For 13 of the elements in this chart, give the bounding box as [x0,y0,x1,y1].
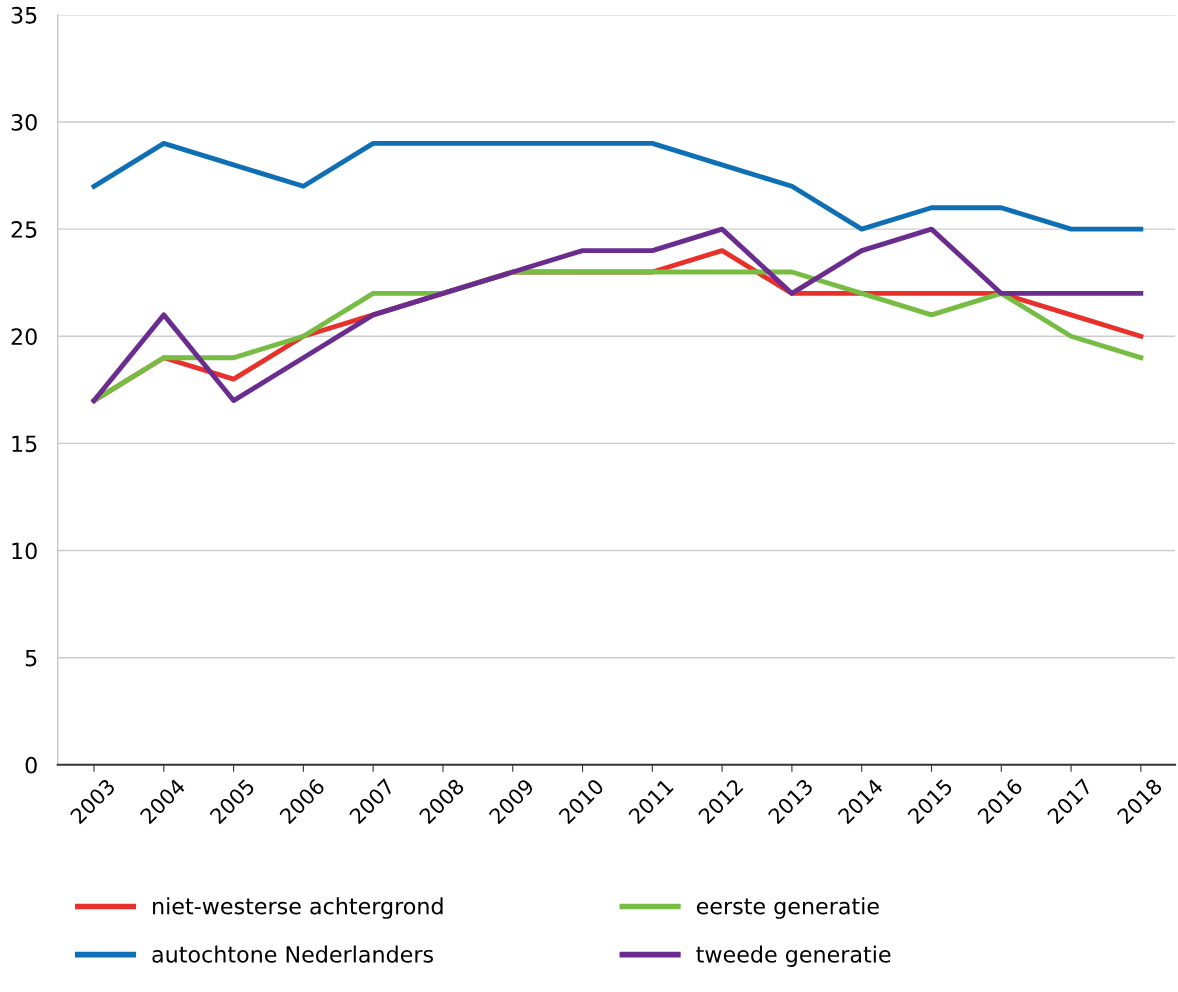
legend-label: niet-westerse achtergrond [153,897,443,919]
legend-label: autochtone Nederlanders [152,945,433,963]
y-tick-label: 35 [11,6,37,24]
legend-label: eerste generatie [696,897,879,919]
legend-label: tweede generatie [696,945,891,968]
y-tick-label: 10 [12,542,37,560]
y-tick-label: 20 [11,328,37,346]
y-tick-label: 5 [25,649,37,667]
y-tick-label: 25 [11,221,37,238]
y-tick-label: 15 [12,435,37,453]
y-tick-label: 0 [25,756,37,774]
y-tick-label: 30 [11,113,37,131]
line-series [91,141,1144,232]
